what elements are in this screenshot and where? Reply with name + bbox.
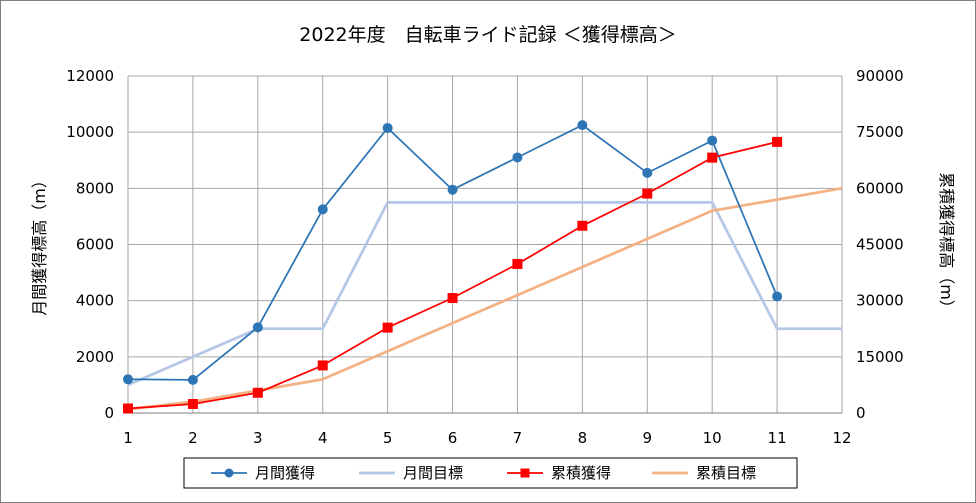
data-point: [123, 403, 133, 414]
axes: 0200040006000800010000120000150003000045…: [66, 67, 903, 447]
data-point: [642, 188, 653, 199]
y-tick-label: 12000: [66, 67, 114, 85]
y-tick-label: 4000: [76, 292, 114, 310]
data-point: [252, 387, 263, 398]
y2-tick-label: 45000: [856, 236, 904, 254]
y2-tick-label: 90000: [856, 67, 904, 85]
data-point: [187, 374, 198, 385]
x-tick-label: 5: [383, 429, 393, 447]
y2-tick-label: 15000: [856, 348, 904, 366]
y-tick-label: 8000: [76, 179, 114, 197]
x-tick-label: 8: [578, 429, 588, 447]
data-point: [512, 152, 523, 163]
grid: [127, 75, 843, 414]
x-tick-label: 12: [832, 429, 851, 447]
x-tick-label: 3: [253, 429, 263, 447]
chart-title: 2022年度 自転車ライド記録 ＜獲得標高＞: [299, 24, 676, 46]
data-point: [772, 136, 783, 147]
data-point: [707, 152, 718, 163]
x-tick-label: 4: [318, 429, 328, 447]
data-point: [382, 322, 393, 333]
legend-label: 累積目標: [696, 464, 756, 482]
legend-label: 月間目標: [403, 464, 463, 482]
y2-tick-label: 60000: [856, 179, 904, 197]
y2-tick-label: 30000: [856, 292, 904, 310]
x-tick-label: 1: [123, 429, 133, 447]
legend-marker: [520, 468, 530, 478]
data-point: [772, 291, 783, 302]
data-point: [512, 258, 523, 269]
data-point: [642, 167, 653, 178]
data-point: [123, 374, 133, 385]
legend: 月間獲得 月間目標 累積獲得 累積目標: [183, 457, 798, 489]
data-point: [577, 220, 588, 231]
series-line: [127, 201, 842, 387]
y2-tick-label: 75000: [856, 123, 904, 141]
series: [123, 120, 843, 414]
data-point: [317, 360, 328, 371]
data-point: [317, 204, 328, 215]
y-axis-title: 月間獲得標高（m）: [30, 172, 49, 316]
data-point: [447, 293, 458, 304]
data-point: [252, 322, 263, 333]
legend-marker: [224, 468, 234, 478]
data-point: [187, 399, 198, 410]
x-tick-label: 10: [703, 429, 722, 447]
y-tick-label: 10000: [66, 123, 114, 141]
x-tick-label: 9: [642, 429, 652, 447]
x-tick-label: 7: [513, 429, 523, 447]
series-line: [127, 186, 843, 411]
data-point: [577, 120, 588, 131]
y-tick-label: 2000: [76, 348, 114, 366]
x-tick-label: 11: [768, 429, 787, 447]
y2-tick-label: 0: [856, 404, 866, 422]
x-tick-label: 6: [448, 429, 458, 447]
legend-box: [183, 457, 798, 489]
data-point: [382, 122, 393, 133]
y-tick-label: 6000: [76, 236, 114, 254]
data-point: [447, 184, 458, 195]
data-point: [707, 135, 718, 146]
y2-axis-title: 累積獲得標高（m）: [937, 172, 956, 316]
legend-label: 月間獲得: [255, 464, 315, 482]
legend-label: 累積獲得: [551, 464, 611, 482]
y-tick-label: 0: [104, 404, 114, 422]
x-tick-label: 2: [188, 429, 198, 447]
